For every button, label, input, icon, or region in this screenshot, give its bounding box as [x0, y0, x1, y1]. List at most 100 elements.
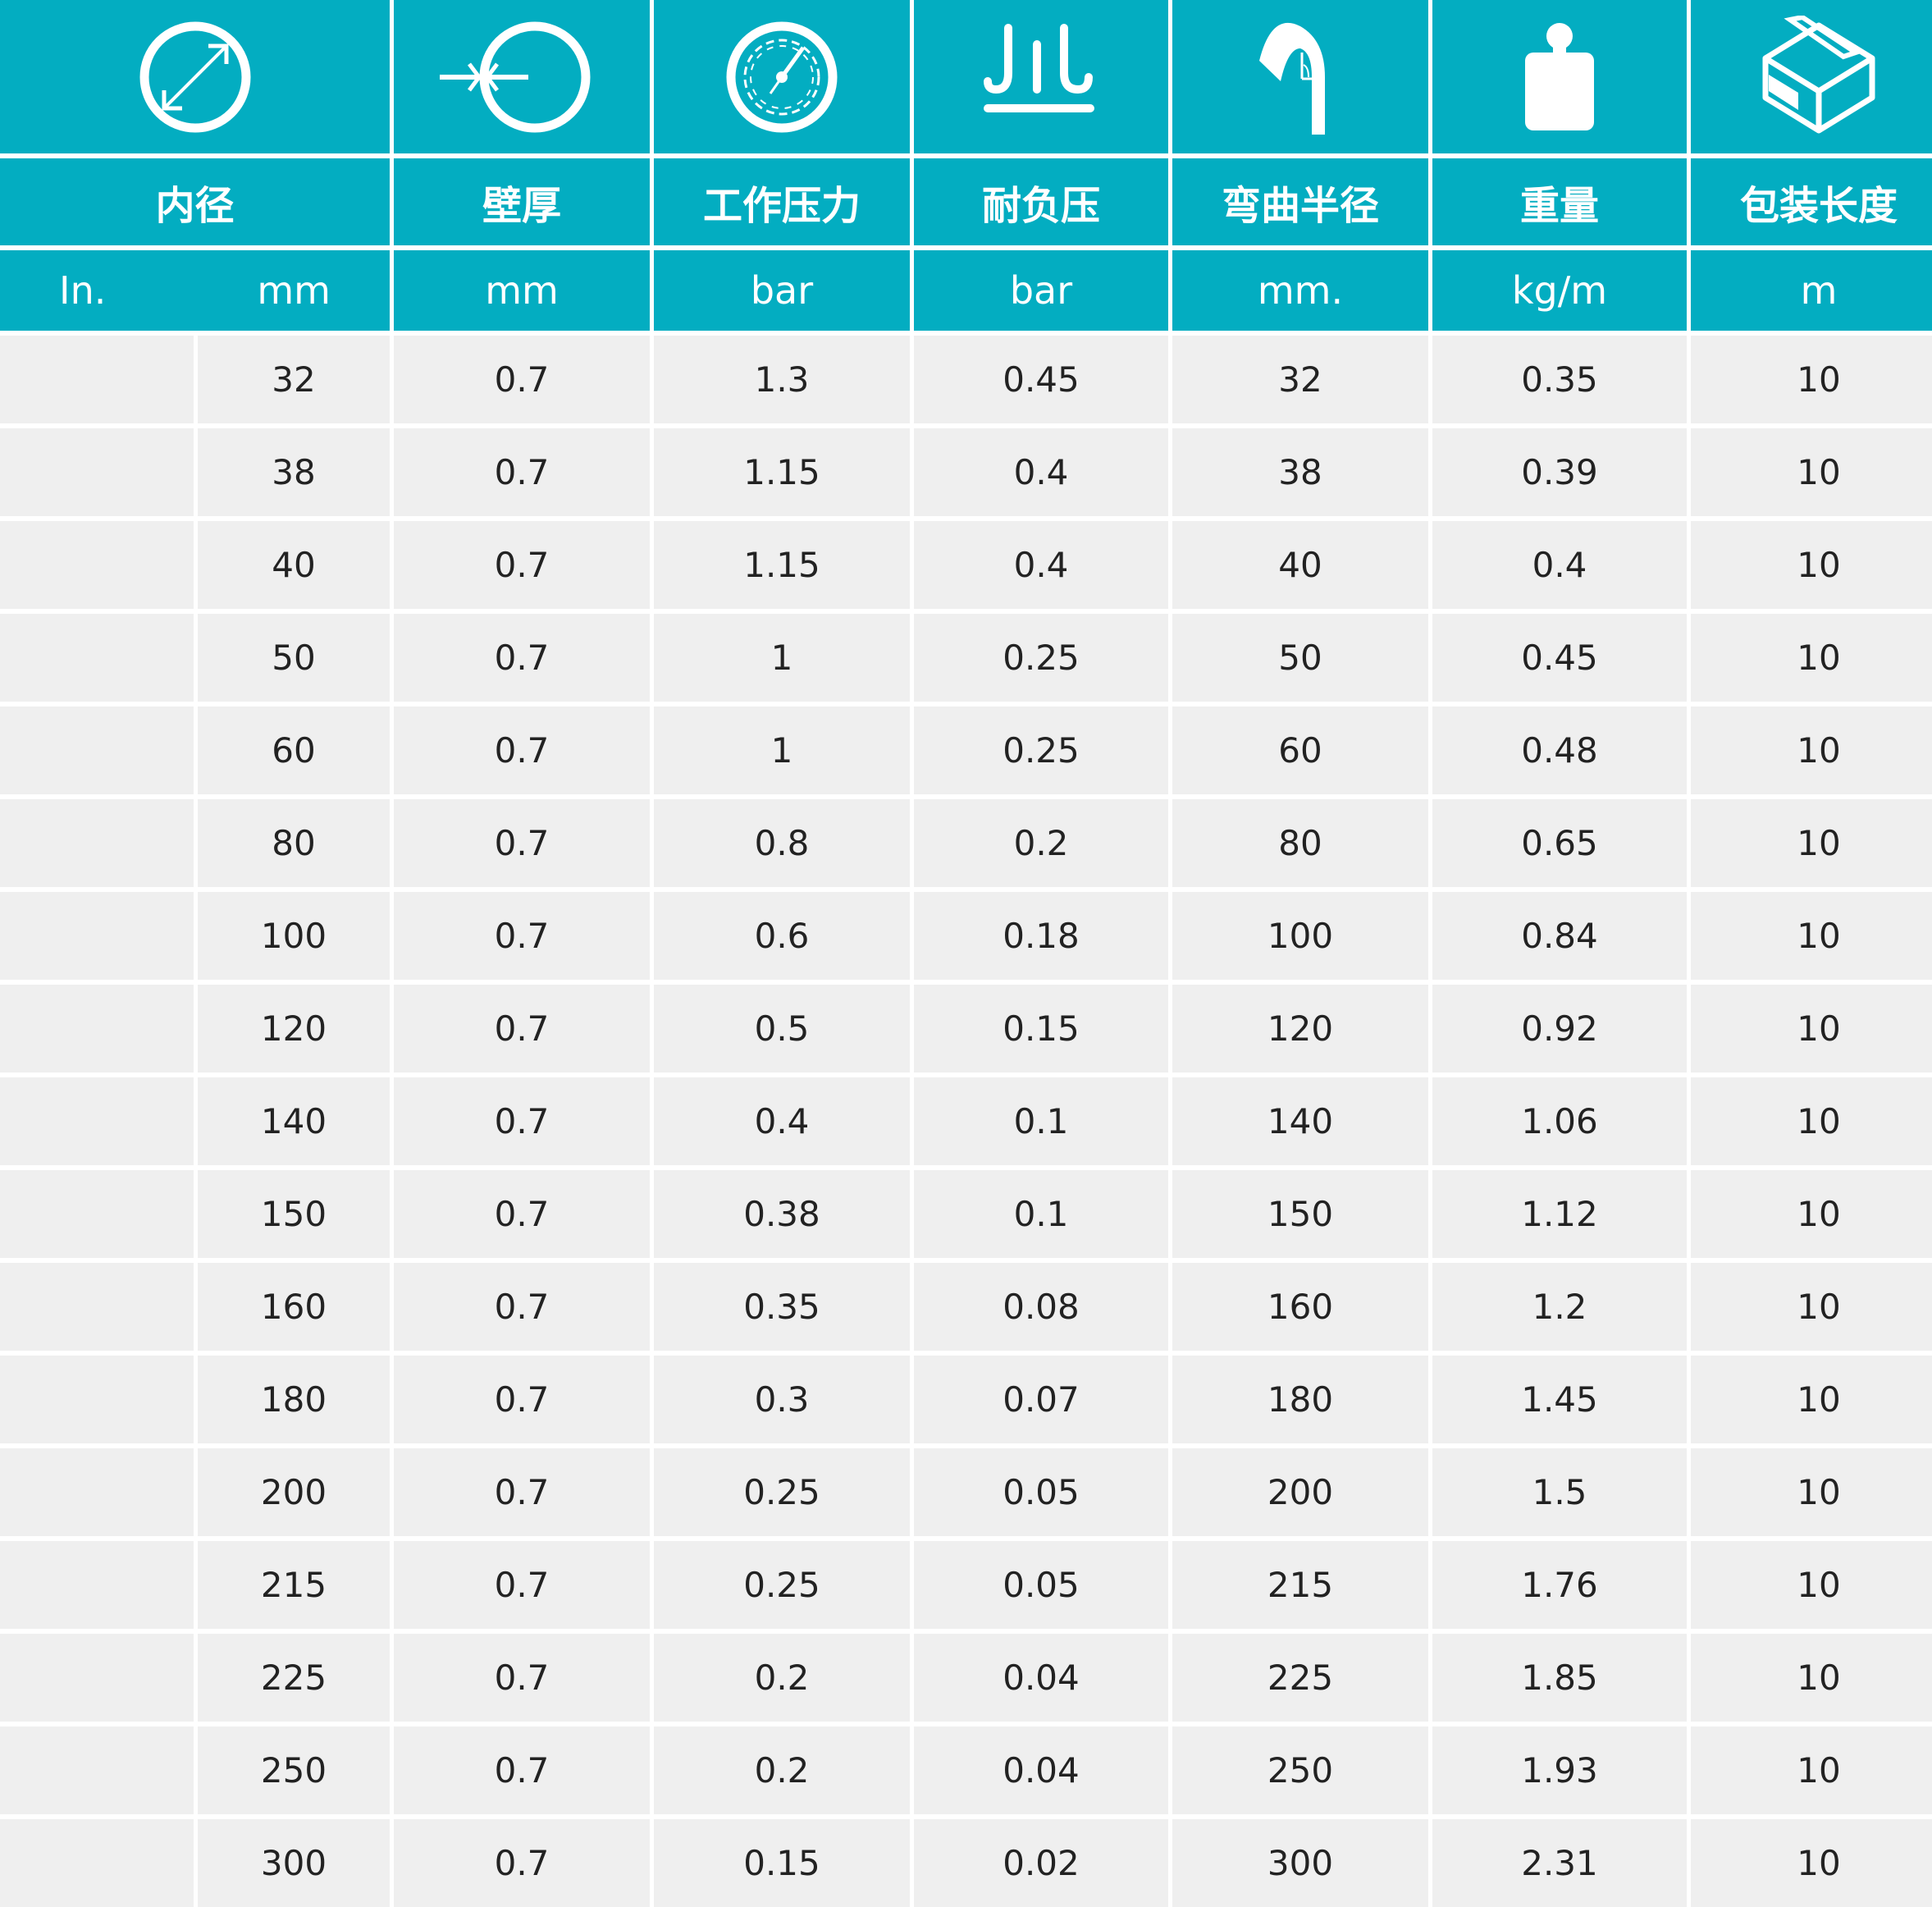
table-cell: 1.85 [1432, 1634, 1687, 1722]
table-cell: 140 [1172, 1077, 1428, 1165]
table-cell: 0.84 [1432, 892, 1687, 980]
table-cell: 2.31 [1432, 1819, 1687, 1907]
table-cell: 38 [1172, 428, 1428, 516]
table-cell [0, 1726, 194, 1814]
table-cell: 0.6 [654, 892, 910, 980]
table-cell: 0.7 [394, 614, 650, 702]
table-cell: 1.12 [1432, 1170, 1687, 1258]
table-cell: 120 [198, 985, 390, 1072]
table-cell: 300 [198, 1819, 390, 1907]
header-icon-cell [1432, 0, 1687, 153]
table-cell [0, 985, 194, 1072]
table-cell: 0.15 [654, 1819, 910, 1907]
table-cell: 40 [1172, 521, 1428, 609]
column-title: 内径 [0, 158, 390, 245]
table-cell: 0.2 [914, 799, 1168, 887]
table-cell: 32 [198, 336, 390, 423]
table-cell: 0.45 [1432, 614, 1687, 702]
table-cell: 0.92 [1432, 985, 1687, 1072]
table-cell [0, 428, 194, 516]
table-cell: 0.7 [394, 1634, 650, 1722]
table-cell: 10 [1691, 1448, 1932, 1536]
table-cell: 0.2 [654, 1726, 910, 1814]
table-cell: 0.4 [914, 521, 1168, 609]
table-cell: 250 [198, 1726, 390, 1814]
table-cell: 225 [198, 1634, 390, 1722]
table-cell [0, 1448, 194, 1536]
table-cell: 0.5 [654, 985, 910, 1072]
table-cell: 150 [1172, 1170, 1428, 1258]
table-cell: 10 [1691, 521, 1932, 609]
table-cell: 0.7 [394, 428, 650, 516]
table-cell [0, 799, 194, 887]
table-cell: 10 [1691, 336, 1932, 423]
table-cell: 0.1 [914, 1077, 1168, 1165]
pressure-gauge-icon [724, 20, 839, 135]
header-icon-cell [654, 0, 910, 153]
unit-label: mm [394, 250, 650, 331]
table-cell [0, 1634, 194, 1722]
table-cell [0, 1541, 194, 1629]
table-cell: 0.7 [394, 1263, 650, 1351]
table-cell: 1 [654, 707, 910, 794]
table-cell: 1.76 [1432, 1541, 1687, 1629]
table-cell [0, 1263, 194, 1351]
table-cell: 10 [1691, 614, 1932, 702]
table-cell: 0.7 [394, 1541, 650, 1629]
unit-label: bar [654, 250, 910, 331]
table-cell [0, 707, 194, 794]
table-cell: 0.8 [654, 799, 910, 887]
table-cell: 0.39 [1432, 428, 1687, 516]
table-cell: 0.3 [654, 1356, 910, 1443]
table-cell [0, 892, 194, 980]
table-cell: 10 [1691, 799, 1932, 887]
table-cell: 1.93 [1432, 1726, 1687, 1814]
table-cell: 0.25 [914, 614, 1168, 702]
table-cell: 0.07 [914, 1356, 1168, 1443]
table-cell: 0.02 [914, 1819, 1168, 1907]
table-cell: 1.2 [1432, 1263, 1687, 1351]
table-cell [0, 1077, 194, 1165]
table-cell: 0.7 [394, 1726, 650, 1814]
table-cell: 0.4 [914, 428, 1168, 516]
table-cell: 60 [1172, 707, 1428, 794]
column-title: 工作压力 [654, 158, 910, 245]
table-cell: 10 [1691, 1634, 1932, 1722]
table-cell: 1.5 [1432, 1448, 1687, 1536]
table-cell: 38 [198, 428, 390, 516]
table-cell: 160 [1172, 1263, 1428, 1351]
header-icon-cell [0, 0, 390, 153]
table-cell: 215 [1172, 1541, 1428, 1629]
table-cell: 180 [1172, 1356, 1428, 1443]
table-cell: 1.15 [654, 428, 910, 516]
table-cell: 0.7 [394, 1356, 650, 1443]
table-cell: 100 [1172, 892, 1428, 980]
table-cell: 0.7 [394, 1448, 650, 1536]
table-cell: 140 [198, 1077, 390, 1165]
table-cell: 50 [198, 614, 390, 702]
package-box-icon [1757, 15, 1880, 139]
table-cell: 1.45 [1432, 1356, 1687, 1443]
table-cell: 300 [1172, 1819, 1428, 1907]
table-cell [0, 1819, 194, 1907]
table-cell: 0.7 [394, 336, 650, 423]
table-cell: 0.05 [914, 1541, 1168, 1629]
unit-cell-inner-diameter: In. mm [0, 250, 390, 331]
unit-label: mm [257, 268, 331, 313]
table-cell: 0.08 [914, 1263, 1168, 1351]
table-cell [0, 336, 194, 423]
table-cell: 200 [198, 1448, 390, 1536]
unit-label: m [1691, 250, 1932, 331]
table-cell: 10 [1691, 1819, 1932, 1907]
column-title: 耐负压 [914, 158, 1168, 245]
table-cell: 0.38 [654, 1170, 910, 1258]
table-cell: 10 [1691, 1077, 1932, 1165]
table-cell: 215 [198, 1541, 390, 1629]
column-title: 包装长度 [1691, 158, 1932, 245]
table-cell: 10 [1691, 1170, 1932, 1258]
column-title: 壁厚 [394, 158, 650, 245]
header-icon-cell [914, 0, 1168, 153]
header-icon-cell [1172, 0, 1428, 153]
table-cell: 10 [1691, 1356, 1932, 1443]
